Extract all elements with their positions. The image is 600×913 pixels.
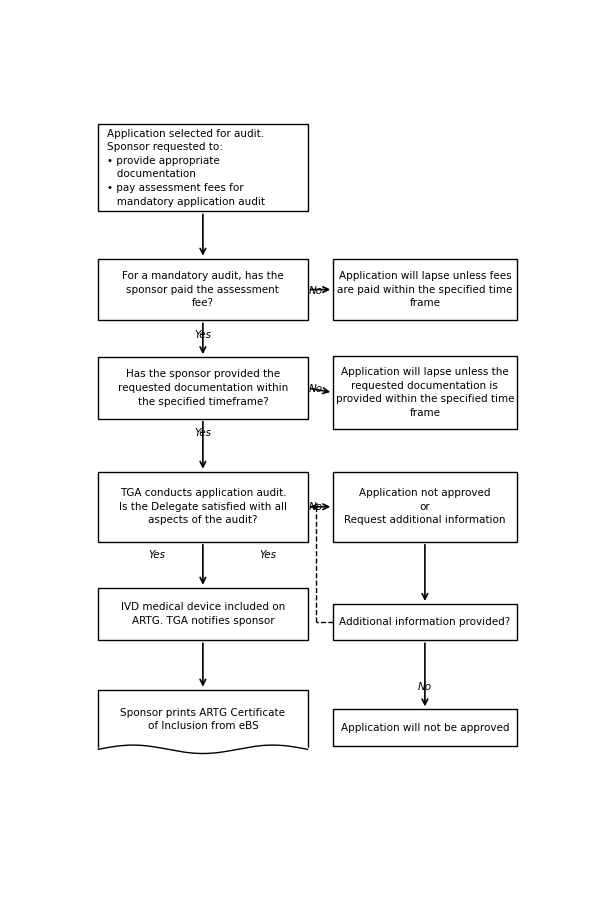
FancyBboxPatch shape — [98, 588, 308, 640]
Text: Application selected for audit.
Sponsor requested to:
• provide appropriate
   d: Application selected for audit. Sponsor … — [107, 129, 265, 206]
FancyBboxPatch shape — [98, 689, 308, 750]
Text: Yes: Yes — [148, 550, 165, 560]
Text: No: No — [309, 502, 323, 512]
Text: Application will lapse unless the
requested documentation is
provided within the: Application will lapse unless the reques… — [335, 367, 514, 418]
Text: Yes: Yes — [194, 330, 211, 340]
Text: Application will not be approved: Application will not be approved — [341, 722, 509, 732]
Text: TGA conducts application audit.
Is the Delegate satisfied with all
aspects of th: TGA conducts application audit. Is the D… — [119, 488, 287, 525]
FancyBboxPatch shape — [333, 356, 517, 429]
Text: Yes: Yes — [194, 428, 211, 438]
Text: Sponsor prints ARTG Certificate
of Inclusion from eBS: Sponsor prints ARTG Certificate of Inclu… — [121, 708, 286, 731]
Text: Application will lapse unless fees
are paid within the specified time
frame: Application will lapse unless fees are p… — [337, 271, 512, 308]
FancyBboxPatch shape — [98, 472, 308, 542]
Text: No: No — [418, 682, 432, 692]
Text: Application not approved
or
Request additional information: Application not approved or Request addi… — [344, 488, 506, 525]
Text: No: No — [309, 286, 323, 296]
Text: Has the sponsor provided the
requested documentation within
the specified timefr: Has the sponsor provided the requested d… — [118, 370, 288, 406]
Text: No: No — [309, 384, 323, 394]
FancyBboxPatch shape — [333, 472, 517, 542]
FancyBboxPatch shape — [333, 709, 517, 746]
FancyBboxPatch shape — [98, 357, 308, 419]
FancyBboxPatch shape — [98, 258, 308, 320]
Text: Yes: Yes — [259, 550, 277, 560]
FancyBboxPatch shape — [98, 123, 308, 212]
Text: Additional information provided?: Additional information provided? — [339, 617, 511, 627]
FancyBboxPatch shape — [333, 603, 517, 640]
FancyBboxPatch shape — [333, 258, 517, 320]
Text: For a mandatory audit, has the
sponsor paid the assessment
fee?: For a mandatory audit, has the sponsor p… — [122, 271, 284, 308]
Text: IVD medical device included on
ARTG. TGA notifies sponsor: IVD medical device included on ARTG. TGA… — [121, 603, 285, 625]
